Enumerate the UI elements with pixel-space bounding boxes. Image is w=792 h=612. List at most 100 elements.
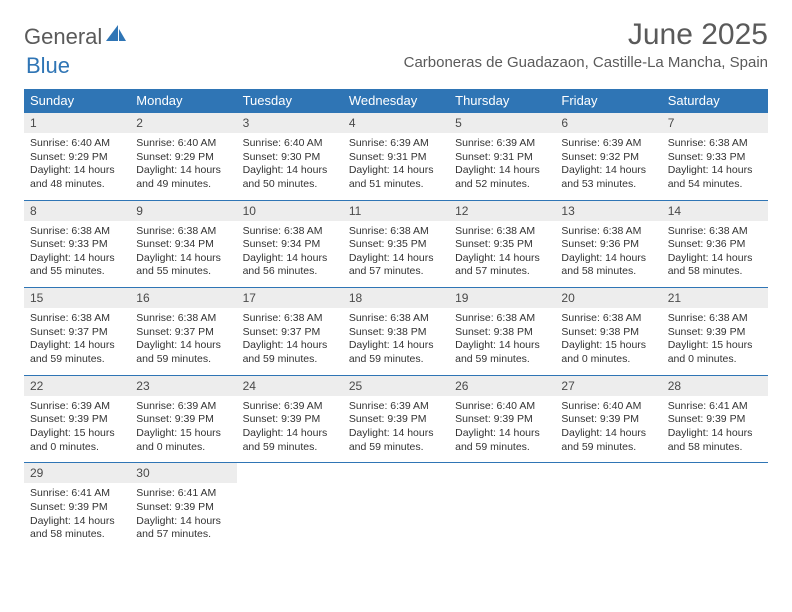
detail-line: Daylight: 14 hours bbox=[243, 427, 337, 441]
day-number: 16 bbox=[130, 288, 236, 308]
day-details: Sunrise: 6:38 AMSunset: 9:39 PMDaylight:… bbox=[662, 308, 768, 375]
day-details: Sunrise: 6:38 AMSunset: 9:33 PMDaylight:… bbox=[662, 133, 768, 200]
weekday-header: Thursday bbox=[449, 89, 555, 113]
day-details: Sunrise: 6:39 AMSunset: 9:31 PMDaylight:… bbox=[449, 133, 555, 200]
detail-line: Sunrise: 6:39 AM bbox=[243, 400, 337, 414]
month-title: June 2025 bbox=[404, 18, 768, 52]
day-details: Sunrise: 6:38 AMSunset: 9:38 PMDaylight:… bbox=[449, 308, 555, 375]
detail-line: Daylight: 15 hours bbox=[136, 427, 230, 441]
calendar-cell bbox=[449, 463, 555, 550]
weekday-header: Tuesday bbox=[237, 89, 343, 113]
day-details: Sunrise: 6:40 AMSunset: 9:39 PMDaylight:… bbox=[555, 396, 661, 463]
calendar-cell bbox=[662, 463, 768, 550]
weekday-header: Wednesday bbox=[343, 89, 449, 113]
day-number: 29 bbox=[24, 463, 130, 483]
calendar-cell: 26Sunrise: 6:40 AMSunset: 9:39 PMDayligh… bbox=[449, 375, 555, 463]
detail-line: and 0 minutes. bbox=[668, 353, 762, 367]
day-details: Sunrise: 6:38 AMSunset: 9:33 PMDaylight:… bbox=[24, 221, 130, 288]
detail-line: and 0 minutes. bbox=[136, 441, 230, 455]
day-details: Sunrise: 6:40 AMSunset: 9:39 PMDaylight:… bbox=[449, 396, 555, 463]
detail-line: Sunset: 9:39 PM bbox=[136, 501, 230, 515]
calendar-cell: 21Sunrise: 6:38 AMSunset: 9:39 PMDayligh… bbox=[662, 288, 768, 376]
detail-line: Sunset: 9:35 PM bbox=[349, 238, 443, 252]
detail-line: Sunset: 9:35 PM bbox=[455, 238, 549, 252]
logo-text-blue: Blue bbox=[26, 53, 70, 78]
detail-line: Sunset: 9:31 PM bbox=[455, 151, 549, 165]
calendar-cell: 10Sunrise: 6:38 AMSunset: 9:34 PMDayligh… bbox=[237, 200, 343, 288]
calendar-table: Sunday Monday Tuesday Wednesday Thursday… bbox=[24, 89, 768, 550]
day-number: 24 bbox=[237, 376, 343, 396]
calendar-cell: 18Sunrise: 6:38 AMSunset: 9:38 PMDayligh… bbox=[343, 288, 449, 376]
logo: General bbox=[24, 24, 130, 50]
detail-line: Sunrise: 6:39 AM bbox=[30, 400, 124, 414]
day-number: 11 bbox=[343, 201, 449, 221]
day-number: 17 bbox=[237, 288, 343, 308]
detail-line: Sunrise: 6:40 AM bbox=[30, 137, 124, 151]
detail-line: and 58 minutes. bbox=[668, 265, 762, 279]
calendar-cell: 6Sunrise: 6:39 AMSunset: 9:32 PMDaylight… bbox=[555, 113, 661, 201]
day-number: 8 bbox=[24, 201, 130, 221]
detail-line: Sunrise: 6:38 AM bbox=[243, 312, 337, 326]
day-details: Sunrise: 6:39 AMSunset: 9:39 PMDaylight:… bbox=[130, 396, 236, 463]
detail-line: Daylight: 14 hours bbox=[455, 339, 549, 353]
detail-line: Sunset: 9:39 PM bbox=[455, 413, 549, 427]
day-number: 30 bbox=[130, 463, 236, 483]
detail-line: Sunset: 9:30 PM bbox=[243, 151, 337, 165]
detail-line: and 55 minutes. bbox=[30, 265, 124, 279]
calendar-cell: 16Sunrise: 6:38 AMSunset: 9:37 PMDayligh… bbox=[130, 288, 236, 376]
detail-line: Daylight: 14 hours bbox=[349, 427, 443, 441]
logo-sail-icon bbox=[104, 23, 128, 48]
detail-line: Sunrise: 6:38 AM bbox=[136, 312, 230, 326]
calendar-page: General June 2025 Carboneras de Guadazao… bbox=[0, 0, 792, 568]
day-number: 15 bbox=[24, 288, 130, 308]
day-number: 28 bbox=[662, 376, 768, 396]
detail-line: Sunrise: 6:38 AM bbox=[349, 225, 443, 239]
day-number: 18 bbox=[343, 288, 449, 308]
day-number: 13 bbox=[555, 201, 661, 221]
calendar-week-row: 15Sunrise: 6:38 AMSunset: 9:37 PMDayligh… bbox=[24, 288, 768, 376]
detail-line: Sunset: 9:36 PM bbox=[668, 238, 762, 252]
detail-line: Daylight: 14 hours bbox=[349, 339, 443, 353]
detail-line: and 58 minutes. bbox=[561, 265, 655, 279]
detail-line: Daylight: 14 hours bbox=[561, 427, 655, 441]
detail-line: and 0 minutes. bbox=[561, 353, 655, 367]
detail-line: Daylight: 14 hours bbox=[668, 252, 762, 266]
day-details: Sunrise: 6:41 AMSunset: 9:39 PMDaylight:… bbox=[662, 396, 768, 463]
detail-line: Daylight: 14 hours bbox=[136, 339, 230, 353]
detail-line: Sunset: 9:29 PM bbox=[30, 151, 124, 165]
weekday-header: Friday bbox=[555, 89, 661, 113]
calendar-cell: 11Sunrise: 6:38 AMSunset: 9:35 PMDayligh… bbox=[343, 200, 449, 288]
detail-line: Sunrise: 6:39 AM bbox=[561, 137, 655, 151]
calendar-cell: 17Sunrise: 6:38 AMSunset: 9:37 PMDayligh… bbox=[237, 288, 343, 376]
weekday-header: Saturday bbox=[662, 89, 768, 113]
detail-line: Sunrise: 6:39 AM bbox=[455, 137, 549, 151]
detail-line: Daylight: 14 hours bbox=[349, 252, 443, 266]
detail-line: Daylight: 14 hours bbox=[30, 515, 124, 529]
detail-line: Sunrise: 6:38 AM bbox=[455, 312, 549, 326]
day-number: 9 bbox=[130, 201, 236, 221]
detail-line: Daylight: 14 hours bbox=[668, 427, 762, 441]
day-details: Sunrise: 6:38 AMSunset: 9:37 PMDaylight:… bbox=[130, 308, 236, 375]
detail-line: and 59 minutes. bbox=[349, 353, 443, 367]
day-details: Sunrise: 6:40 AMSunset: 9:30 PMDaylight:… bbox=[237, 133, 343, 200]
detail-line: Sunset: 9:39 PM bbox=[561, 413, 655, 427]
detail-line: and 59 minutes. bbox=[243, 353, 337, 367]
detail-line: Sunrise: 6:41 AM bbox=[30, 487, 124, 501]
calendar-cell: 19Sunrise: 6:38 AMSunset: 9:38 PMDayligh… bbox=[449, 288, 555, 376]
calendar-week-row: 8Sunrise: 6:38 AMSunset: 9:33 PMDaylight… bbox=[24, 200, 768, 288]
calendar-cell: 24Sunrise: 6:39 AMSunset: 9:39 PMDayligh… bbox=[237, 375, 343, 463]
detail-line: Daylight: 14 hours bbox=[243, 339, 337, 353]
calendar-cell: 25Sunrise: 6:39 AMSunset: 9:39 PMDayligh… bbox=[343, 375, 449, 463]
day-details: Sunrise: 6:38 AMSunset: 9:38 PMDaylight:… bbox=[555, 308, 661, 375]
day-details: Sunrise: 6:40 AMSunset: 9:29 PMDaylight:… bbox=[130, 133, 236, 200]
day-details: Sunrise: 6:38 AMSunset: 9:35 PMDaylight:… bbox=[343, 221, 449, 288]
calendar-cell: 27Sunrise: 6:40 AMSunset: 9:39 PMDayligh… bbox=[555, 375, 661, 463]
day-details: Sunrise: 6:40 AMSunset: 9:29 PMDaylight:… bbox=[24, 133, 130, 200]
detail-line: Sunrise: 6:38 AM bbox=[349, 312, 443, 326]
detail-line: and 57 minutes. bbox=[455, 265, 549, 279]
detail-line: Daylight: 14 hours bbox=[349, 164, 443, 178]
detail-line: and 48 minutes. bbox=[30, 178, 124, 192]
detail-line: Daylight: 14 hours bbox=[455, 164, 549, 178]
detail-line: Sunrise: 6:38 AM bbox=[668, 225, 762, 239]
detail-line: Daylight: 14 hours bbox=[668, 164, 762, 178]
